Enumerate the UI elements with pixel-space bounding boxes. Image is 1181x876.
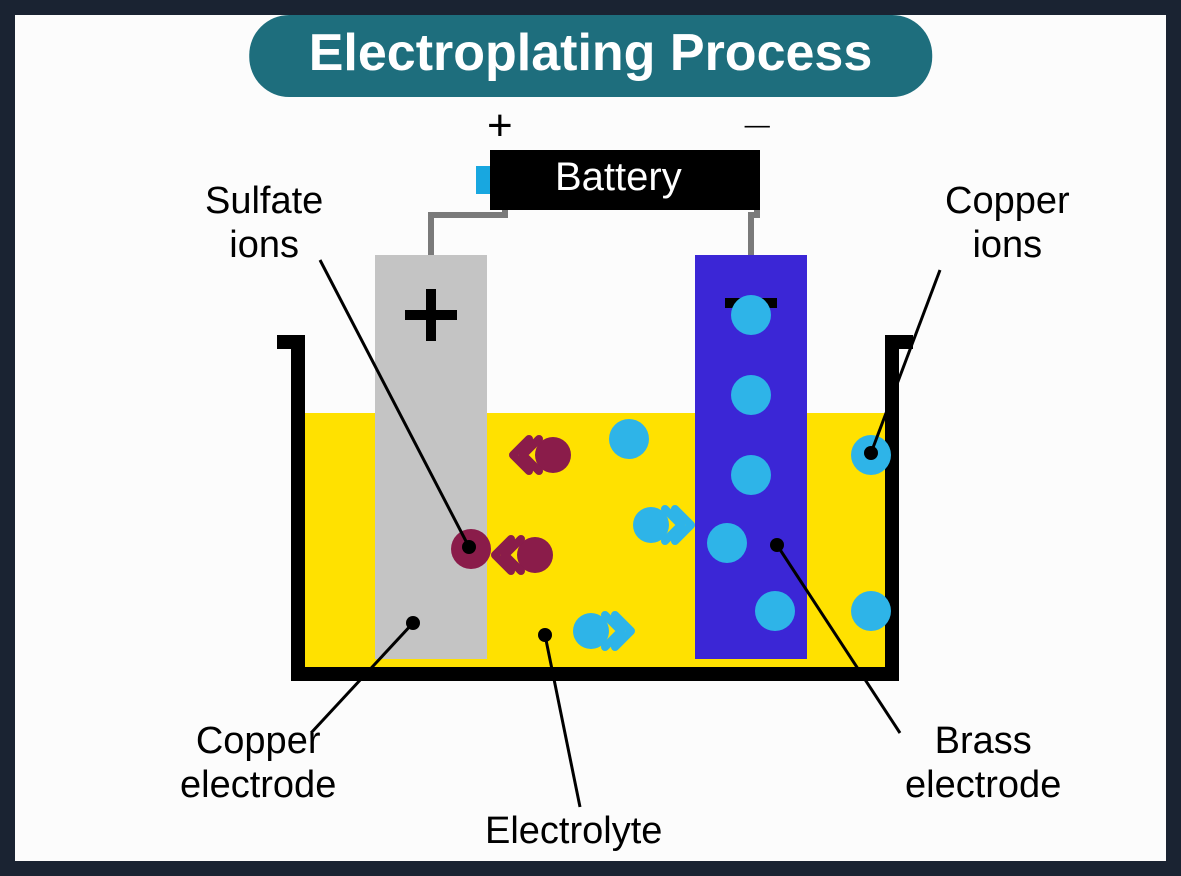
label-copper-ions: Copperions — [945, 180, 1070, 267]
battery-plus-sign: + — [487, 101, 513, 151]
label-brass-electrode: Brasselectrode — [905, 720, 1061, 807]
label-electrolyte: Electrolyte — [485, 810, 662, 854]
diagram-frame: Electroplating Process + _ Battery Sulfa… — [12, 12, 1169, 864]
label-sulfate-ions: Sulfateions — [205, 180, 323, 267]
battery-label: Battery — [555, 155, 682, 200]
battery-minus-sign: _ — [745, 83, 769, 133]
label-copper-electrode: Copperelectrode — [180, 720, 336, 807]
